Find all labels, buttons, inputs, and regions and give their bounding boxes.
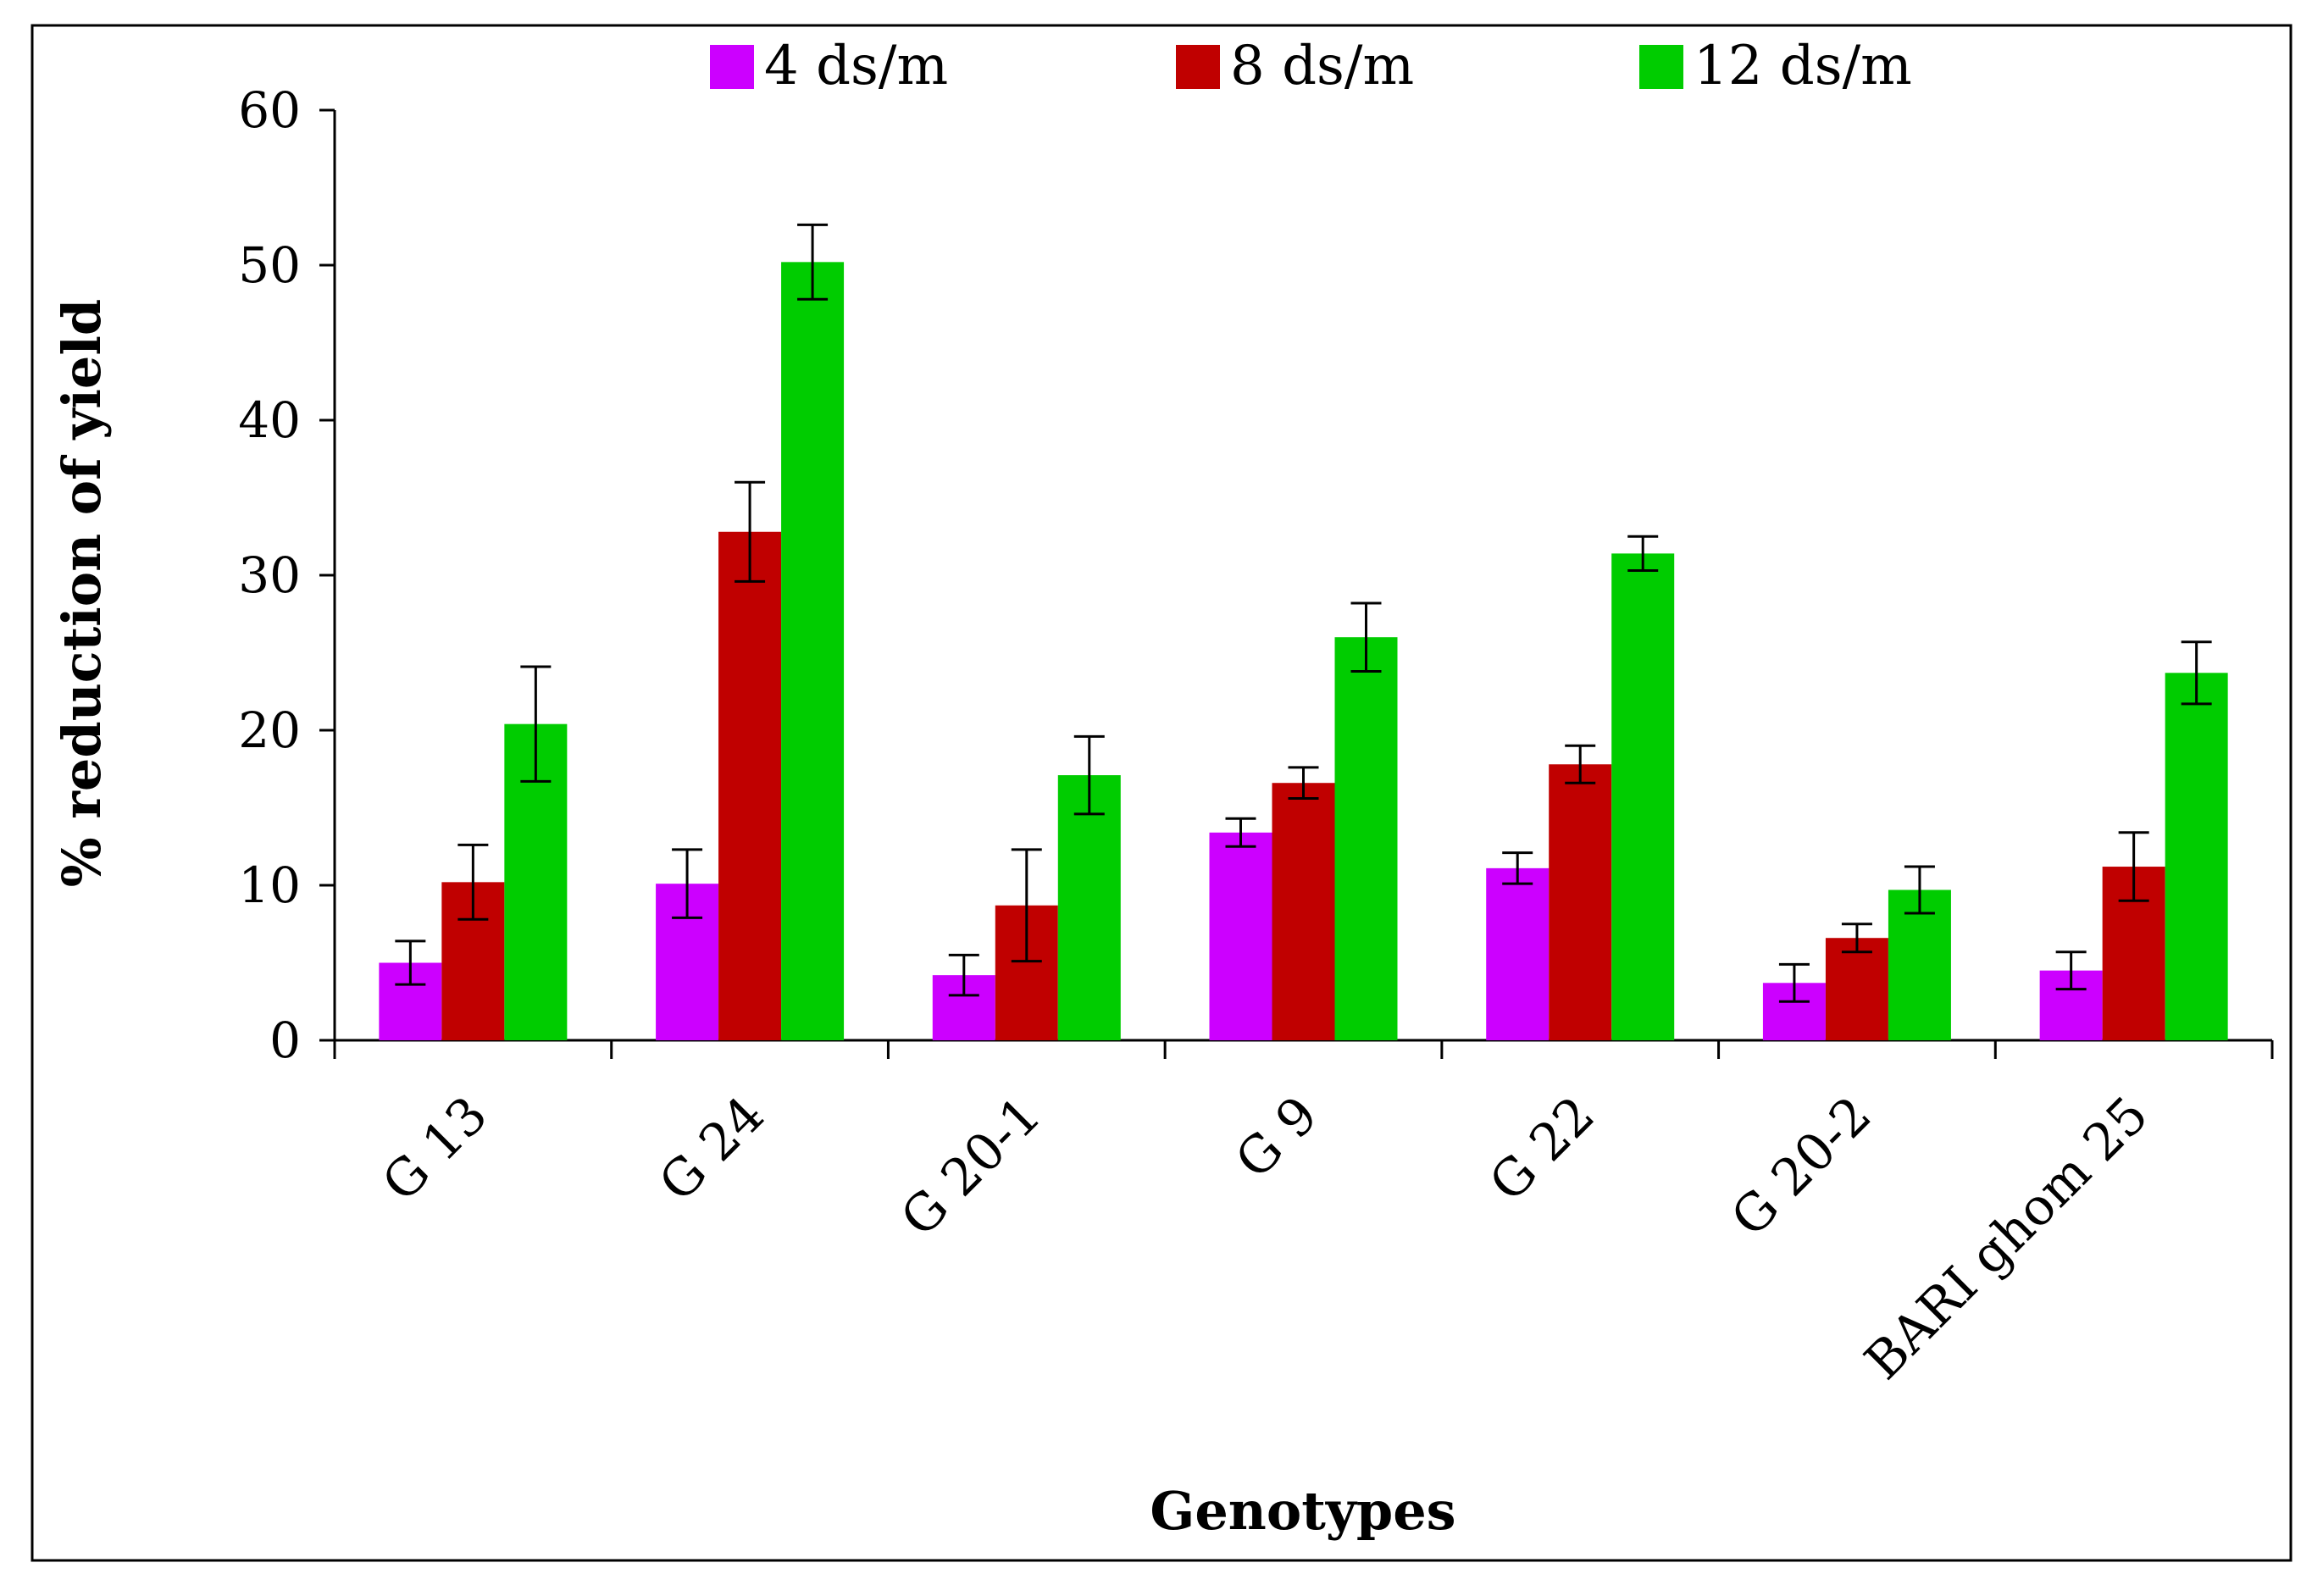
bar [1272,783,1335,1040]
y-tick-label: 60 [238,81,301,139]
bar [1825,938,1888,1040]
bar [1334,637,1398,1040]
legend-swatch [1639,45,1683,89]
y-tick-label: 40 [238,391,301,449]
legend-swatch [1176,45,1220,89]
y-tick-label: 50 [238,236,301,294]
bar [1549,764,1612,1040]
bar [1611,553,1675,1040]
x-axis-title: Genotypes [1150,1480,1455,1542]
bar [718,531,782,1040]
y-tick-label: 20 [238,701,301,759]
y-tick-label: 30 [238,546,301,604]
bar [2165,673,2228,1040]
bar [781,262,845,1041]
chart-frame [30,24,2293,1562]
bar [1057,775,1121,1040]
legend-swatch [710,45,754,89]
bar [1486,867,1550,1040]
y-tick-label: 0 [269,1011,301,1069]
y-axis-title: % reduction of yield [51,299,113,888]
legend-label: 8 ds/m [1230,35,1414,97]
bar [1209,832,1272,1040]
legend: 4 ds/m 8 ds/m 12 ds/m [710,35,1912,97]
legend-label: 12 ds/m [1694,35,1912,97]
bar [1888,889,1951,1040]
y-tick-label: 10 [238,856,301,914]
legend-label: 4 ds/m [764,35,948,97]
